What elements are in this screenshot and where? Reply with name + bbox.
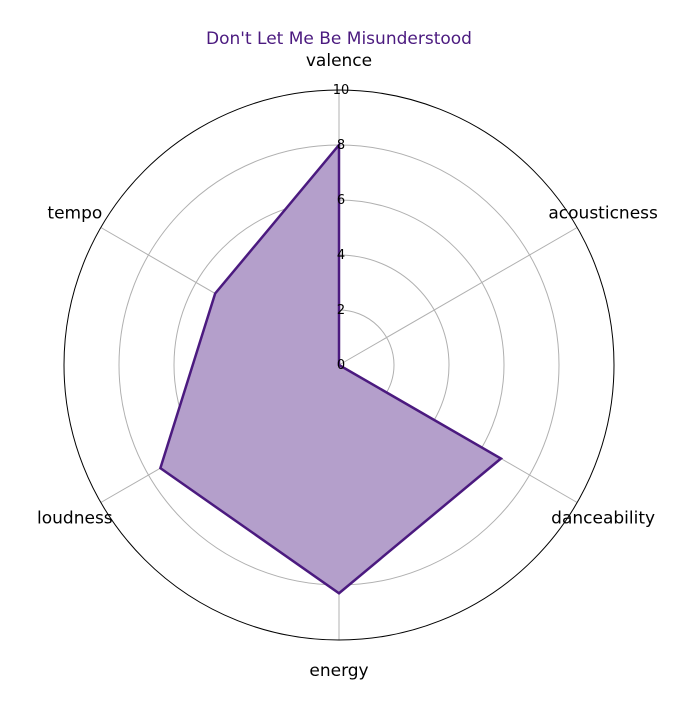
- axis-label: loudness: [37, 509, 113, 529]
- outer-frame: [63, 89, 615, 641]
- series-layer: [158, 141, 504, 595]
- r-tick-label: 6: [337, 193, 345, 208]
- r-tick-label: 0: [337, 358, 345, 373]
- grid-spoke: [338, 227, 578, 366]
- axis-label: danceability: [551, 509, 655, 529]
- series-area: [160, 145, 501, 594]
- r-tick-label: 4: [337, 248, 345, 263]
- axis-label: acousticness: [548, 204, 658, 224]
- axis-label: valence: [306, 51, 372, 71]
- axis-label-layer: valence acousticness danceability energy lou…: [37, 51, 658, 681]
- tick-layer: 0 2 4 6 8 10: [333, 83, 350, 373]
- r-tick-label: 8: [337, 138, 345, 153]
- chart-title: Don't Let Me Be Misunderstood: [206, 29, 472, 49]
- axis-label: energy: [309, 661, 368, 681]
- r-tick-label: 10: [333, 83, 350, 98]
- axis-label: tempo: [47, 204, 102, 224]
- r-tick-label: 2: [337, 303, 345, 318]
- series-line: [158, 141, 504, 595]
